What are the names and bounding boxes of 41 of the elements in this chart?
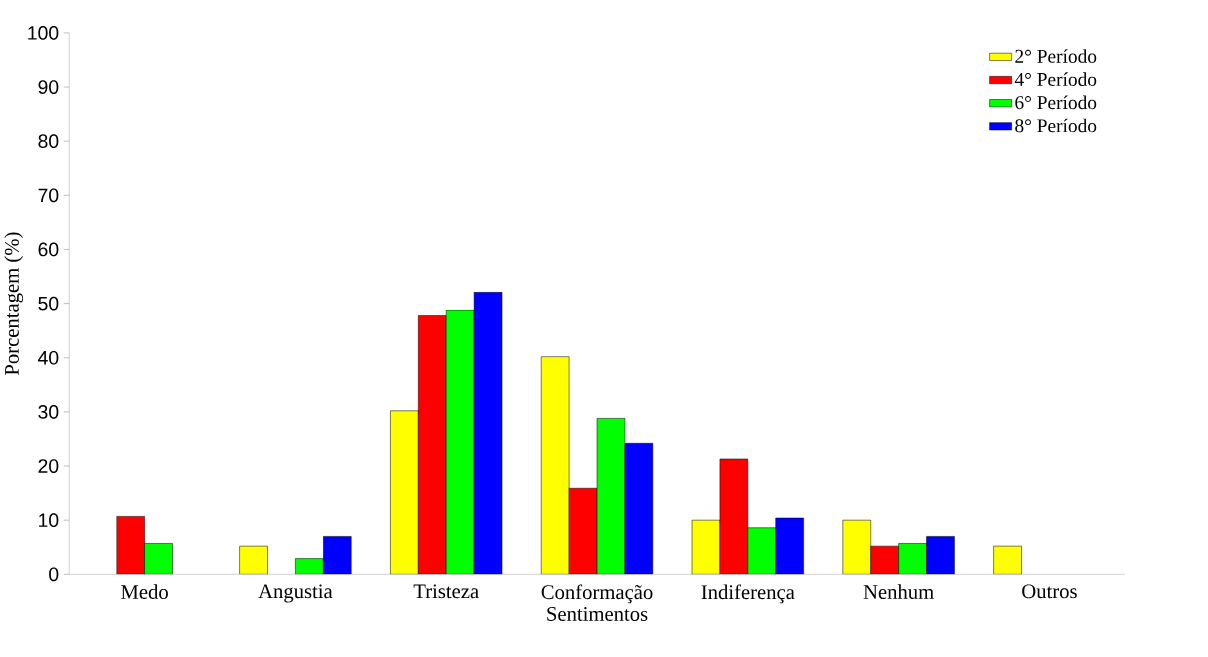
y-tick-label: 30: [38, 405, 59, 419]
y-tick-label: 80: [38, 134, 59, 149]
legend-label: 8° Período: [1015, 118, 1097, 133]
bar: [898, 543, 927, 575]
x-tick-label: Medo: [121, 584, 168, 600]
legend-label: 4° Período: [1014, 72, 1097, 87]
bar: [596, 418, 626, 575]
bar: [239, 546, 268, 575]
bar: [540, 356, 570, 575]
bar: [842, 520, 871, 575]
bar: [993, 546, 1022, 575]
legend-label: 2° Período: [1015, 49, 1097, 64]
y-tick-label: 60: [38, 242, 59, 257]
x-axis-title: Sentimentos: [547, 607, 648, 622]
bar: [445, 310, 475, 575]
y-tick-label: 10: [39, 513, 59, 528]
bar: [295, 558, 324, 575]
y-tick-label: 40: [38, 351, 59, 365]
y-tick-label: 70: [38, 188, 59, 203]
y-tick-label: 100: [28, 26, 59, 40]
y-tick-label: 20: [38, 459, 59, 474]
y-tick-label: 90: [38, 80, 59, 95]
bar: [144, 543, 173, 575]
x-tick-label: Conformação: [541, 584, 653, 604]
legend-label: 6° Período: [1015, 95, 1097, 110]
x-tick-label: Tristeza: [413, 584, 479, 599]
x-tick-label: Indiferença: [701, 584, 795, 604]
bar: [719, 458, 749, 575]
x-tick-label: Nenhum: [863, 584, 934, 600]
bar: [747, 527, 776, 575]
y-axis-title: Porcentagem (%): [4, 232, 24, 376]
bar: [568, 488, 598, 575]
x-tick-label: Angustia: [258, 584, 333, 603]
bar: [116, 516, 145, 575]
bar: [390, 410, 419, 575]
y-tick-label: 0: [49, 567, 59, 582]
y-tick-label: 50: [38, 296, 59, 311]
x-tick-label: Outros: [1022, 584, 1077, 599]
bar: [418, 315, 447, 575]
bar: [691, 520, 721, 575]
bar: [870, 546, 899, 575]
